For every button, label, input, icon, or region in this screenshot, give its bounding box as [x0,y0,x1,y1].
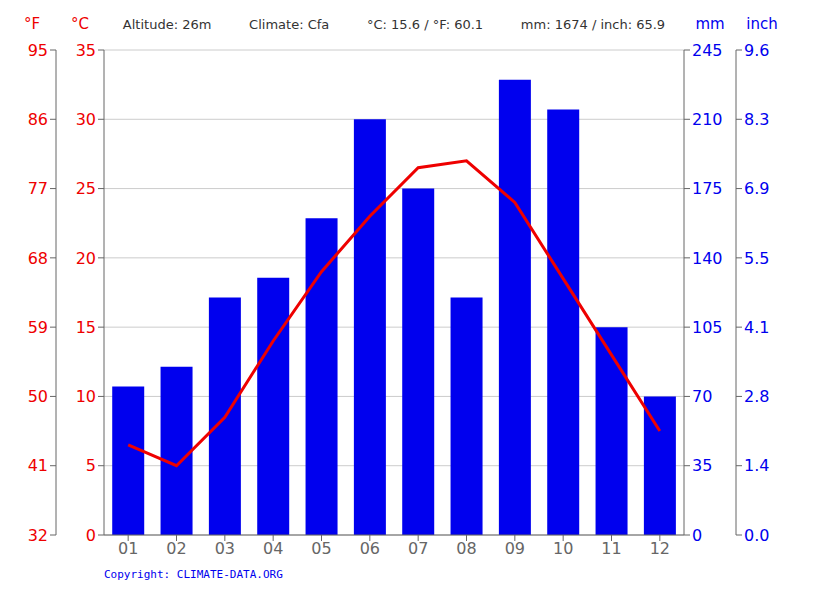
svg-text:04: 04 [263,539,283,558]
svg-text:9.6: 9.6 [744,41,769,60]
html-text:Climate: Cfa: Climate: Cfa [249,16,330,32]
svg-text:0: 0 [692,526,702,545]
svg-text:245: 245 [692,41,723,60]
svg-text:35: 35 [692,456,712,475]
svg-text:1.4: 1.4 [744,456,769,475]
svg-text:68: 68 [28,249,48,268]
html-text:°C: 15.6 / °F: 60.1: °C: 15.6 / °F: 60.1 [367,16,484,32]
svg-text:25: 25 [76,179,96,198]
html-text:°C: °C [71,15,89,33]
svg-text:12: 12 [650,539,670,558]
svg-text:5.5: 5.5 [744,249,769,268]
html-text:mm: 1674 / inch: 65.9: mm: 1674 / inch: 65.9 [520,16,666,32]
svg-text:10: 10 [553,539,573,558]
svg-text:105: 105 [692,318,723,337]
svg-text:0: 0 [86,526,96,545]
html-text:inch: inch [746,15,778,33]
svg-text:50: 50 [28,387,48,406]
svg-text:41: 41 [28,456,48,475]
svg-text:59: 59 [28,318,48,337]
svg-text:77: 77 [28,179,48,198]
svg-text:20: 20 [76,249,96,268]
svg-text:02: 02 [166,539,186,558]
svg-text:5: 5 [86,456,96,475]
svg-text:6.9: 6.9 [744,179,769,198]
svg-text:140: 140 [692,249,723,268]
svg-text:0.0: 0.0 [744,526,769,545]
svg-text:210: 210 [692,110,723,129]
svg-text:15: 15 [76,318,96,337]
svg-text:30: 30 [76,110,96,129]
html-text:Copyright: CLIMATE-DATA.ORG: Copyright: CLIMATE-DATA.ORG [104,568,283,581]
svg-text:35: 35 [76,41,96,60]
svg-text:95: 95 [28,41,48,60]
svg-text:06: 06 [360,539,380,558]
svg-text:4.1: 4.1 [744,318,769,337]
svg-text:08: 08 [456,539,476,558]
svg-text:07: 07 [408,539,428,558]
html-text:°F: °F [23,15,41,33]
svg-text:8.3: 8.3 [744,110,769,129]
svg-text:175: 175 [692,179,723,198]
svg-text:09: 09 [505,539,525,558]
svg-text:01: 01 [118,539,138,558]
svg-text:2.8: 2.8 [744,387,769,406]
svg-text:11: 11 [601,539,621,558]
svg-text:05: 05 [311,539,331,558]
svg-text:70: 70 [692,387,712,406]
svg-text:10: 10 [76,387,96,406]
svg-text:32: 32 [28,526,48,545]
html-text:Altitude: 26m: Altitude: 26m [122,16,212,32]
html-text:mm: mm [695,15,725,33]
svg-text:86: 86 [28,110,48,129]
svg-text:03: 03 [215,539,235,558]
